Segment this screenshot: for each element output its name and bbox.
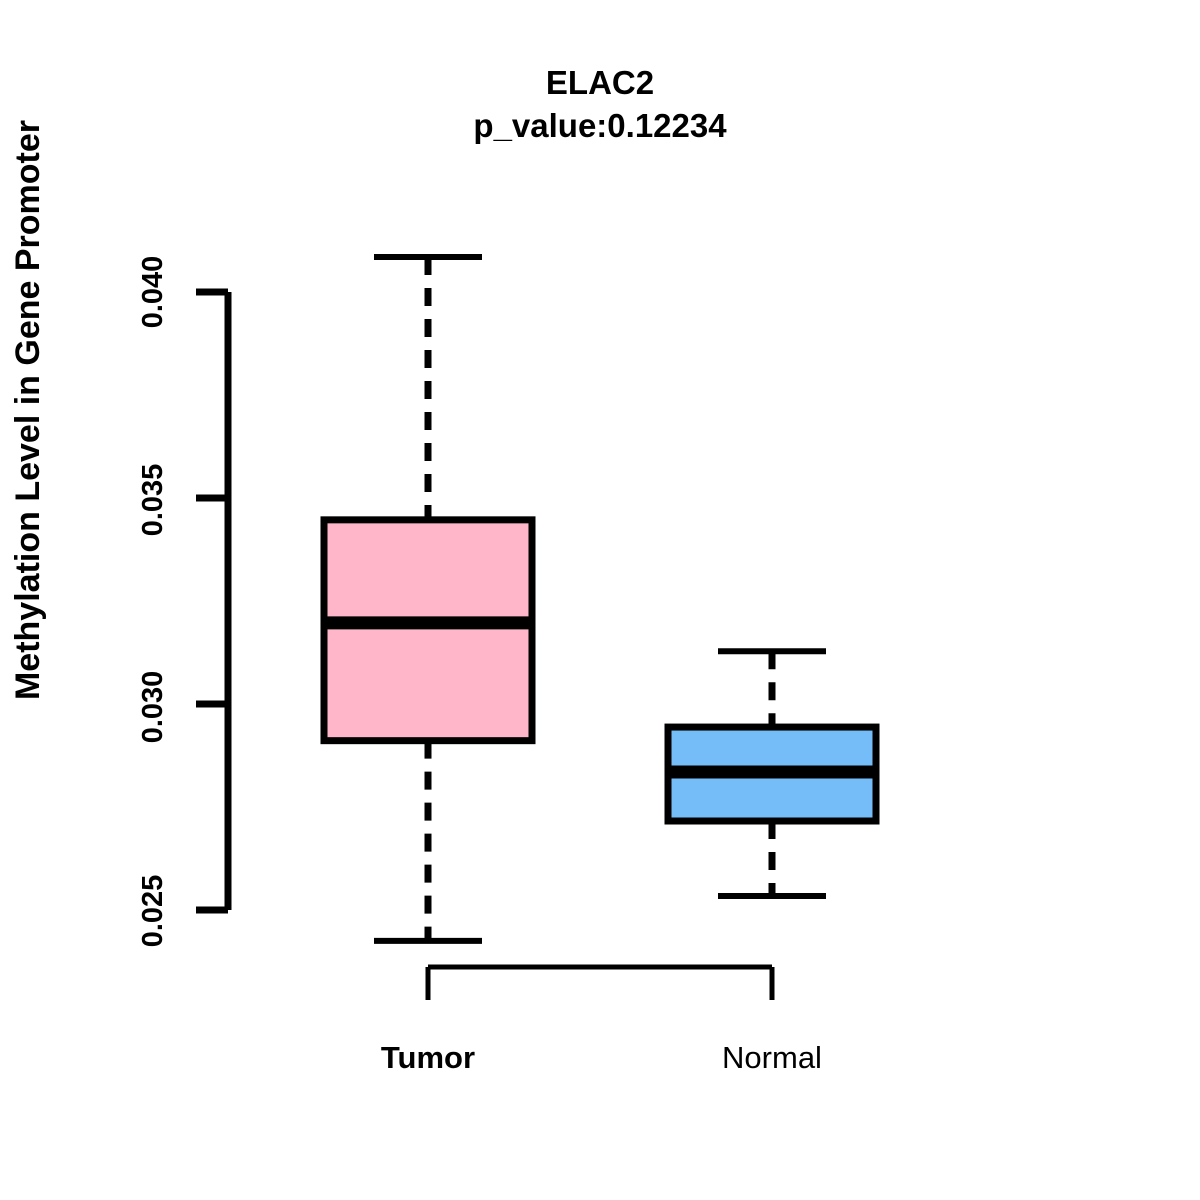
box-group-normal	[664, 648, 880, 899]
figure-subtitle-pvalue: p_value:0.12234	[473, 107, 727, 144]
box-tumor	[320, 516, 536, 745]
axes-layer	[196, 288, 775, 1000]
x-tick-label-tumor: Tumor	[380, 1040, 476, 1075]
figure-title-block: ELAC2 p_value:0.12234	[0, 62, 1200, 148]
boxes-layer	[320, 253, 880, 944]
x-tick-label-normal: Normal	[722, 1040, 822, 1075]
box-group-tumor	[320, 253, 536, 944]
figure-title: ELAC2	[545, 64, 655, 101]
